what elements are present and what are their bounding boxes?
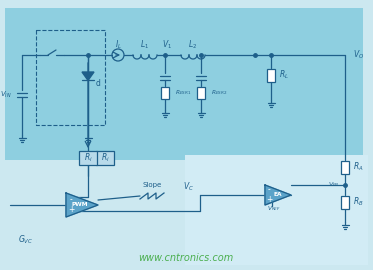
Text: $V_C$: $V_C$ [182, 181, 194, 193]
Bar [96, 151, 114, 165]
Bar [36, 30, 105, 125]
Bar [267, 69, 275, 82]
Text: $L_2$: $L_2$ [188, 39, 198, 51]
Bar [5, 8, 363, 160]
Text: EA: EA [274, 193, 282, 197]
Bar [341, 195, 349, 208]
Text: $V_{REF}$: $V_{REF}$ [267, 205, 281, 214]
Text: +: + [266, 195, 272, 204]
Text: $R_B$: $R_B$ [353, 196, 364, 208]
Text: www.cntronics.com: www.cntronics.com [138, 253, 233, 263]
Text: $V_1$: $V_1$ [162, 39, 172, 51]
Text: d: d [96, 79, 101, 87]
Text: Slope: Slope [142, 182, 162, 188]
Bar [161, 87, 169, 99]
Text: $R_{ESR1}$: $R_{ESR1}$ [175, 89, 191, 97]
Text: $R_i$: $R_i$ [101, 152, 109, 164]
Text: $L_1$: $L_1$ [141, 39, 150, 51]
Text: $V_{IN}$: $V_{IN}$ [0, 90, 12, 100]
Polygon shape [82, 72, 94, 80]
Text: $V_O$: $V_O$ [353, 49, 364, 61]
Text: $R_i$: $R_i$ [84, 152, 93, 164]
Text: PWM: PWM [72, 202, 88, 208]
Text: +: + [68, 205, 74, 214]
Bar [79, 151, 97, 165]
Text: $I_L$: $I_L$ [115, 39, 122, 51]
Text: $G_{VC}$: $G_{VC}$ [18, 234, 33, 246]
Text: $R_{ESR2}$: $R_{ESR2}$ [211, 89, 228, 97]
Text: -: - [267, 185, 270, 194]
Text: -: - [70, 195, 72, 204]
Text: $V_{FB}$: $V_{FB}$ [329, 181, 340, 190]
Text: $R_A$: $R_A$ [353, 161, 364, 173]
Bar [197, 87, 205, 99]
Polygon shape [265, 185, 291, 205]
Text: $R_L$: $R_L$ [279, 69, 289, 81]
Bar [185, 155, 368, 265]
Polygon shape [66, 193, 98, 217]
Bar [341, 160, 349, 174]
